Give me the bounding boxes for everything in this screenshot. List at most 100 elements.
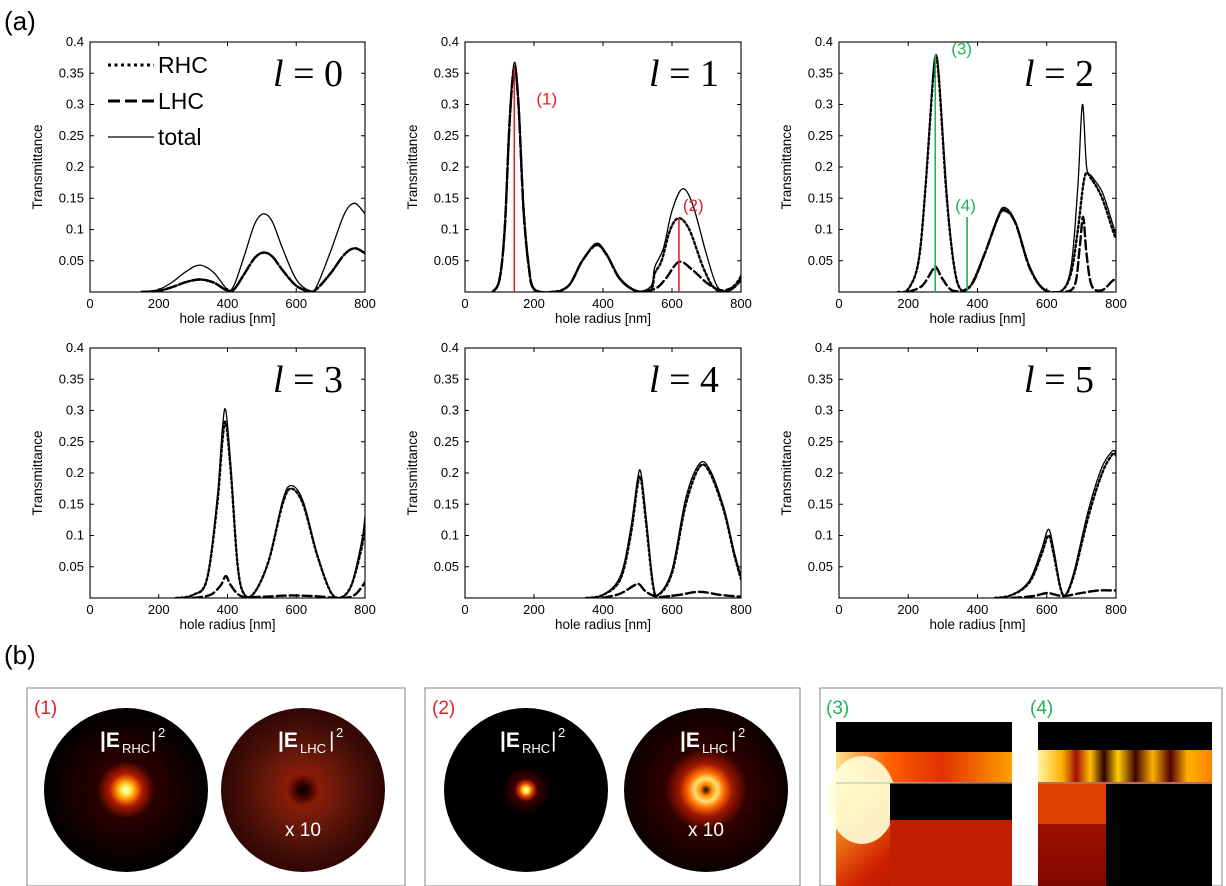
series-line-lhc: [601, 582, 741, 598]
legend-label-rhc: RHC: [158, 52, 208, 78]
y-tick-label: 0.4: [66, 340, 84, 355]
field-circle-2-lhc: [624, 708, 788, 872]
svg-text:|E: |E: [500, 729, 520, 752]
y-axis-label: Transmittance: [405, 430, 420, 515]
legend-label-total: total: [158, 124, 201, 150]
subplot-5: 0 200 400 600 800 0.05 0.1 0.15 0.2 0.25 0.3 0.35 0.…: [779, 340, 1127, 632]
svg-text:|E: |E: [680, 729, 700, 752]
x-axis-label: hole radius [nm]: [179, 617, 275, 632]
y-tick-label: 0.3: [441, 403, 459, 418]
svg-text:RHC: RHC: [522, 741, 550, 756]
subplot-title: l = 0: [273, 53, 343, 95]
y-tick-label: 0.05: [59, 253, 84, 268]
field-circle-1-rhc: [44, 708, 208, 872]
y-tick-label: 0.15: [434, 496, 459, 511]
y-tick-label: 0.15: [808, 496, 833, 511]
panel-b-label-3: (3): [826, 698, 849, 719]
x-tick-label: 0: [86, 296, 93, 311]
y-tick-label: 0.35: [434, 371, 459, 386]
field-circle-1-lhc: [221, 708, 385, 872]
svg-text:2: 2: [558, 725, 565, 740]
svg-text:|: |: [151, 729, 156, 752]
y-tick-label: 0.35: [808, 65, 833, 80]
series-line-total: [897, 53, 1116, 292]
x-tick-label: 600: [285, 296, 307, 311]
y-tick-label: 0.35: [59, 65, 84, 80]
panel-b-box-1: [26, 687, 406, 886]
series-line-rhc: [491, 65, 741, 292]
y-tick-label: 0.05: [434, 253, 459, 268]
y-tick-label: 0.1: [441, 528, 459, 543]
y-tick-label: 0.1: [815, 528, 833, 543]
y-tick-label: 0.15: [59, 190, 84, 205]
series-line-lhc: [191, 574, 365, 598]
field-circle-2-rhc: [444, 708, 608, 872]
y-tick-label: 0.1: [815, 222, 833, 237]
panel-b-box-2: [424, 687, 801, 886]
marker-label: (3): [951, 40, 972, 59]
series-line-lhc: [491, 65, 741, 292]
axes-frame: [89, 41, 366, 293]
scale-note-2: x 10: [688, 820, 724, 841]
series-line-total: [585, 460, 741, 598]
x-tick-label: 600: [661, 296, 683, 311]
svg-text:2: 2: [738, 725, 745, 740]
subplot-title: l = 5: [1024, 359, 1094, 401]
y-tick-label: 0.25: [434, 128, 459, 143]
y-tick-label: 0.3: [66, 97, 84, 112]
y-tick-label: 0.15: [808, 190, 833, 205]
x-tick-label: 400: [592, 602, 614, 617]
axes-frame: [838, 347, 1117, 599]
svg-text:LHC: LHC: [300, 741, 326, 756]
y-tick-label: 0.3: [815, 97, 833, 112]
y-tick-label: 0.25: [808, 434, 833, 449]
series-group: [491, 61, 741, 292]
y-tick-label: 0.25: [434, 434, 459, 449]
y-tick-label: 0.2: [815, 159, 833, 174]
series-line-total: [140, 202, 365, 292]
y-tick-label: 0.4: [66, 34, 84, 49]
series-group: [993, 449, 1116, 598]
panel-b-label-2: (2): [432, 698, 455, 719]
x-tick-label: 800: [1105, 296, 1127, 311]
series-line-rhc: [993, 452, 1116, 598]
y-tick-label: 0.1: [66, 222, 84, 237]
y-tick-label: 0.35: [434, 65, 459, 80]
subplot-title: l = 2: [1024, 53, 1094, 95]
y-tick-label: 0.3: [815, 403, 833, 418]
y-axis-label: Transmittance: [30, 430, 45, 515]
subplot-4: 0 200 400 600 800 0.05 0.1 0.15 0.2 0.25 0.3 0.35 0.…: [405, 340, 752, 632]
x-tick-label: 800: [354, 602, 376, 617]
y-tick-label: 0.4: [441, 340, 459, 355]
y-tick-label: 0.25: [59, 434, 84, 449]
x-tick-label: 400: [967, 602, 989, 617]
panel-b-label-4: (4): [1030, 698, 1053, 719]
y-tick-label: 0.35: [808, 371, 833, 386]
x-tick-label: 200: [523, 602, 545, 617]
svg-text:RHC: RHC: [122, 741, 150, 756]
subplot-3: 0 200 400 600 800 0.05 0.1 0.15 0.2 0.25 0.3 0.35 0.…: [30, 340, 376, 632]
x-tick-label: 200: [523, 296, 545, 311]
y-tick-label: 0.2: [441, 465, 459, 480]
y-tick-label: 0.3: [66, 403, 84, 418]
x-tick-label: 400: [217, 296, 239, 311]
x-tick-label: 400: [967, 296, 989, 311]
series-line-total: [175, 408, 365, 598]
y-tick-label: 0.15: [434, 190, 459, 205]
marker-label: (4): [955, 196, 976, 215]
x-tick-label: 0: [86, 602, 93, 617]
x-tick-label: 0: [835, 602, 842, 617]
x-tick-label: 800: [730, 602, 752, 617]
x-axis-label: hole radius [nm]: [555, 617, 651, 632]
caption-1-rhc: |E RHC | 2: [100, 725, 165, 756]
y-tick-label: 0.25: [808, 128, 833, 143]
svg-text:|E: |E: [100, 729, 120, 752]
axes-frame: [464, 41, 742, 293]
subplot-title: l = 3: [273, 359, 343, 401]
y-axis-label: Transmittance: [405, 124, 420, 209]
svg-text:|: |: [731, 729, 736, 752]
x-tick-label: 400: [592, 296, 614, 311]
x-tick-label: 600: [661, 602, 683, 617]
x-tick-label: 600: [1036, 296, 1058, 311]
subplot-title: l = 4: [649, 359, 719, 401]
